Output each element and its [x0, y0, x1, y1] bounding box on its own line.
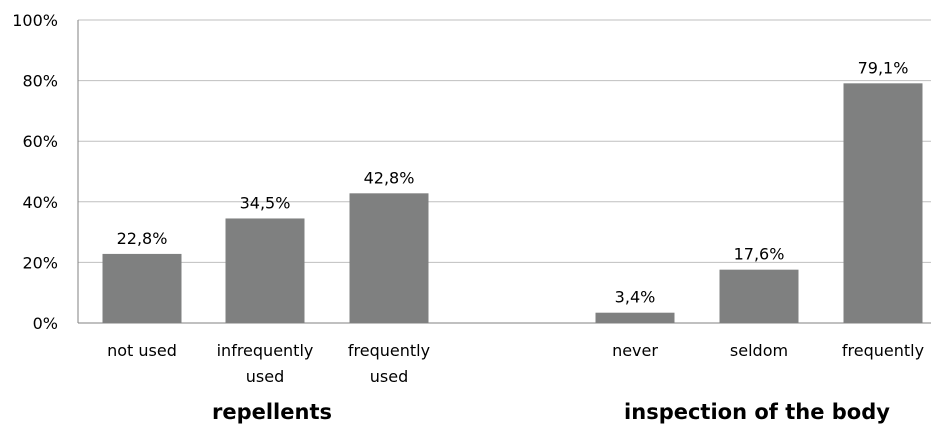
category-label: frequently — [842, 341, 924, 360]
y-tick-label: 20% — [22, 253, 58, 272]
data-label: 17,6% — [734, 245, 785, 264]
category-label: frequently — [348, 341, 430, 360]
category-label: never — [612, 341, 658, 360]
y-tick-label: 60% — [22, 132, 58, 151]
bar — [102, 253, 182, 323]
y-tick-label: 0% — [33, 314, 58, 333]
data-label: 34,5% — [240, 193, 291, 212]
bar — [595, 312, 675, 323]
category-label: infrequently — [217, 341, 314, 360]
category-label: not used — [107, 341, 177, 360]
data-label: 22,8% — [117, 229, 168, 248]
y-tick-label: 100% — [12, 11, 58, 30]
category-label: seldom — [730, 341, 788, 360]
category-label: used — [370, 367, 408, 386]
y-tick-label: 40% — [22, 193, 58, 212]
bar — [719, 269, 799, 323]
group-label: repellents — [212, 400, 332, 424]
data-label: 79,1% — [858, 58, 909, 77]
data-label: 3,4% — [615, 288, 656, 307]
data-label: 42,8% — [364, 168, 415, 187]
bar — [843, 83, 923, 324]
bar — [225, 218, 305, 323]
bar — [349, 193, 429, 323]
group-label: inspection of the body — [624, 400, 890, 424]
category-label: used — [246, 367, 284, 386]
y-tick-label: 80% — [22, 72, 58, 91]
